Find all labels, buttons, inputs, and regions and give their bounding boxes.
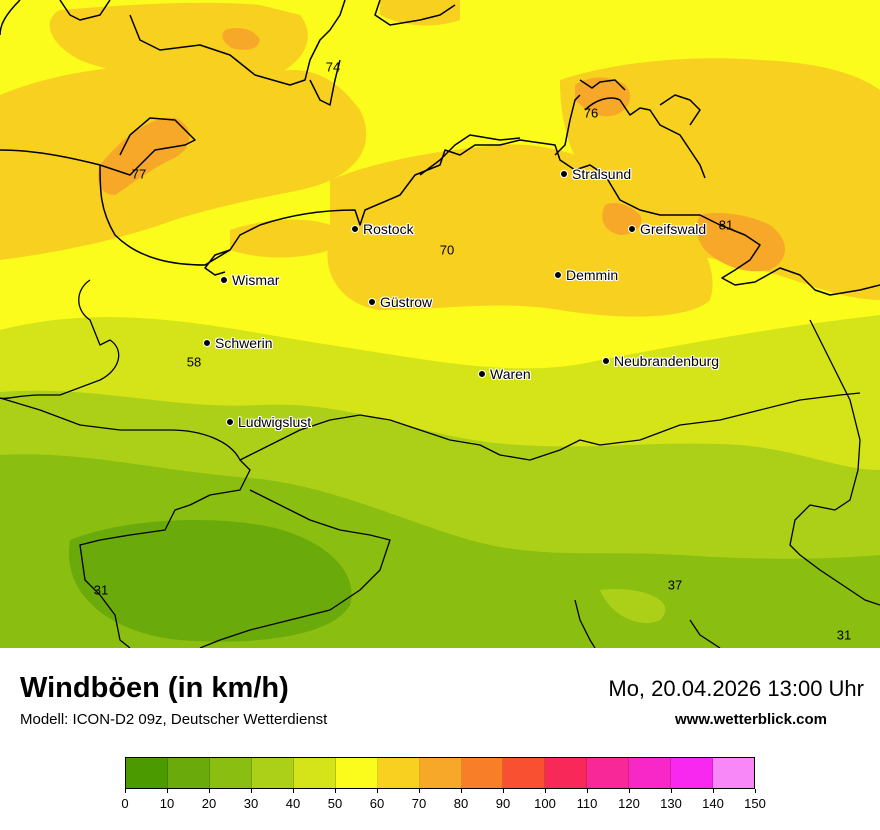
colorbar-ticks: 0 10 20 30 40 50 60 70 80 90 100 110 120 130 140 150 xyxy=(121,789,766,811)
city-name: Ludwigslust xyxy=(238,414,312,430)
colorbar-tickmark xyxy=(419,789,420,793)
colorbar-segment xyxy=(377,758,420,788)
city-dot xyxy=(226,418,234,427)
city-dot xyxy=(478,370,486,379)
colorbar-segment xyxy=(209,758,252,788)
value-label: 58 xyxy=(186,354,202,370)
city-dot xyxy=(368,298,376,307)
value-label: 81 xyxy=(718,217,734,233)
colorbar-tick-label: 120 xyxy=(618,796,640,811)
colorbar-segment xyxy=(671,758,714,788)
colorbar-segment xyxy=(461,758,504,788)
city-label-ludwigslust: Ludwigslust xyxy=(226,414,311,430)
colorbar-tickmark xyxy=(293,789,294,793)
map-title: Windböen (in km/h) xyxy=(20,672,289,704)
website-link[interactable]: www.wetterblick.com xyxy=(675,711,827,728)
colorbar-segment xyxy=(587,758,630,788)
city-name: Güstrow xyxy=(380,294,433,310)
city-dot xyxy=(628,225,636,234)
value-label: 76 xyxy=(583,105,599,121)
city-name: Rostock xyxy=(363,221,414,237)
colorbar-tick-label: 80 xyxy=(453,796,469,811)
colorbar-segment xyxy=(293,758,336,788)
city-label-guestrow: Güstrow xyxy=(368,294,432,310)
colorbar-segment xyxy=(713,758,755,788)
colorbar-tickmark xyxy=(503,789,504,793)
colorbar-tick-label: 0 xyxy=(121,796,129,811)
city-label-demmin: Demmin xyxy=(554,267,618,283)
colorbar-tick-label: 140 xyxy=(702,796,724,811)
city-name: Wismar xyxy=(232,272,280,288)
city-name: Waren xyxy=(490,366,531,382)
value-label: 31 xyxy=(836,627,852,643)
colorbar-tickmark xyxy=(251,789,252,793)
colorbar xyxy=(125,757,755,789)
colorbar-segment xyxy=(167,758,210,788)
map-canvas xyxy=(0,0,880,648)
colorbar-segment xyxy=(545,758,588,788)
colorbar-tickmark xyxy=(545,789,546,793)
city-dot xyxy=(554,271,562,280)
value-label: 31 xyxy=(93,582,109,598)
legend-footer: Windböen (in km/h) Modell: ICON-D2 09z, … xyxy=(0,648,880,830)
city-dot xyxy=(220,276,228,285)
city-label-neubrandenburg: Neubrandenburg xyxy=(602,353,719,369)
forecast-datetime: Mo, 20.04.2026 13:00 Uhr xyxy=(608,676,864,701)
value-label: 74 xyxy=(325,59,341,75)
colorbar-tickmark xyxy=(713,789,714,793)
colorbar-tickmark xyxy=(755,789,756,793)
city-dot xyxy=(351,225,359,234)
city-dot xyxy=(602,357,610,366)
city-label-rostock: Rostock xyxy=(351,221,414,237)
colorbar-segment xyxy=(419,758,462,788)
colorbar-tick-label: 50 xyxy=(327,796,343,811)
colorbar-tickmark xyxy=(209,789,210,793)
colorbar-tick-label: 10 xyxy=(159,796,175,811)
model-info: Modell: ICON-D2 09z, Deutscher Wetterdie… xyxy=(20,711,328,728)
colorbar-tick-label: 130 xyxy=(660,796,682,811)
colorbar-tickmark xyxy=(335,789,336,793)
colorbar-tickmark xyxy=(671,789,672,793)
colorbar-segment xyxy=(335,758,378,788)
city-dot xyxy=(560,170,568,179)
city-dot xyxy=(203,339,211,348)
colorbar-tickmark xyxy=(587,789,588,793)
city-label-stralsund: Stralsund xyxy=(560,166,631,182)
value-label: 70 xyxy=(439,242,455,258)
colorbar-segment xyxy=(629,758,672,788)
colorbar-tick-label: 150 xyxy=(744,796,766,811)
colorbar-tickmark xyxy=(461,789,462,793)
colorbar-tick-label: 100 xyxy=(534,796,556,811)
colorbar-tick-label: 60 xyxy=(369,796,385,811)
colorbar-tick-label: 30 xyxy=(243,796,259,811)
value-label: 37 xyxy=(667,577,683,593)
city-label-greifswald: Greifswald xyxy=(628,221,706,237)
city-label-waren: Waren xyxy=(478,366,531,382)
colorbar-segment xyxy=(503,758,546,788)
wind-gust-map: Stralsund Rostock Greifswald Wismar Demm… xyxy=(0,0,880,648)
colorbar-tick-label: 90 xyxy=(495,796,511,811)
colorbar-tickmark xyxy=(629,789,630,793)
colorbar-tick-label: 40 xyxy=(285,796,301,811)
colorbar-segment xyxy=(126,758,168,788)
city-name: Demmin xyxy=(566,267,619,283)
value-label: 77 xyxy=(131,166,147,182)
colorbar-tickmark xyxy=(167,789,168,793)
city-label-wismar: Wismar xyxy=(220,272,279,288)
city-name: Neubrandenburg xyxy=(614,353,720,369)
colorbar-tick-label: 20 xyxy=(201,796,217,811)
colorbar-segment xyxy=(251,758,294,788)
city-label-schwerin: Schwerin xyxy=(203,335,273,351)
city-name: Schwerin xyxy=(215,335,273,351)
colorbar-tick-label: 110 xyxy=(576,796,598,811)
colorbar-tickmark xyxy=(125,789,126,793)
colorbar-tick-label: 70 xyxy=(411,796,427,811)
colorbar-tickmark xyxy=(377,789,378,793)
city-name: Greifswald xyxy=(640,221,707,237)
city-name: Stralsund xyxy=(572,166,632,182)
